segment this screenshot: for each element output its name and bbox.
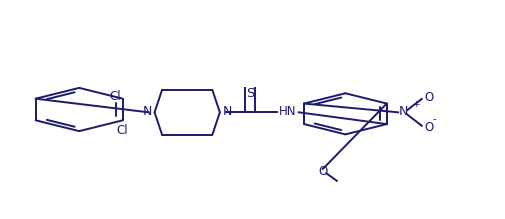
Text: S: S — [246, 87, 254, 100]
Text: O: O — [424, 121, 433, 134]
Text: -: - — [432, 114, 436, 124]
Text: Cl: Cl — [110, 90, 121, 103]
Text: O: O — [424, 91, 433, 104]
Text: N: N — [398, 105, 408, 118]
Text: +: + — [412, 100, 419, 109]
Text: N: N — [143, 105, 152, 118]
Text: O: O — [318, 165, 327, 178]
Text: N: N — [222, 105, 232, 118]
Text: HN: HN — [279, 105, 296, 118]
Text: Cl: Cl — [116, 124, 128, 137]
